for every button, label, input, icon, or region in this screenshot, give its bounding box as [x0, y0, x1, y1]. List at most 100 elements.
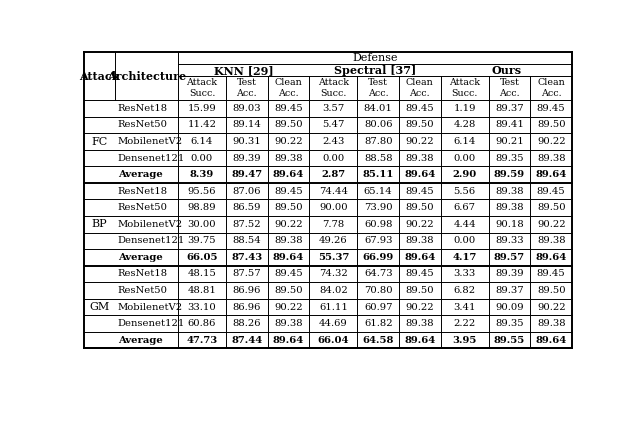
Text: 30.00: 30.00 — [188, 220, 216, 229]
Text: 89.50: 89.50 — [406, 286, 434, 295]
Text: 90.31: 90.31 — [232, 137, 261, 146]
Text: 6.14: 6.14 — [454, 137, 476, 146]
Text: 89.03: 89.03 — [232, 104, 261, 113]
Text: 2.43: 2.43 — [322, 137, 344, 146]
Text: 89.38: 89.38 — [406, 236, 434, 245]
Text: 89.38: 89.38 — [274, 319, 303, 328]
Text: 89.64: 89.64 — [273, 336, 304, 345]
Text: Attack
Succ.: Attack Succ. — [449, 79, 480, 98]
Text: 89.64: 89.64 — [273, 253, 304, 262]
Text: 89.45: 89.45 — [274, 104, 303, 113]
Text: MobilenetV2: MobilenetV2 — [118, 220, 183, 229]
Text: 87.57: 87.57 — [232, 269, 261, 278]
Text: 2.90: 2.90 — [452, 170, 477, 179]
Text: 89.64: 89.64 — [273, 170, 304, 179]
Text: 90.22: 90.22 — [537, 302, 566, 312]
Text: 89.38: 89.38 — [537, 319, 566, 328]
Text: 90.22: 90.22 — [406, 137, 434, 146]
Text: 89.38: 89.38 — [406, 154, 434, 162]
Text: 84.01: 84.01 — [364, 104, 392, 113]
Text: 89.50: 89.50 — [274, 121, 303, 129]
Text: 95.56: 95.56 — [188, 187, 216, 196]
Text: 0.00: 0.00 — [454, 154, 476, 162]
Text: 89.38: 89.38 — [495, 187, 524, 196]
Text: 86.96: 86.96 — [233, 302, 261, 312]
Text: 89.50: 89.50 — [537, 203, 566, 212]
Text: 89.35: 89.35 — [495, 319, 524, 328]
Text: 89.50: 89.50 — [537, 121, 566, 129]
Text: Spectral [37]: Spectral [37] — [334, 65, 416, 76]
Text: 44.69: 44.69 — [319, 319, 348, 328]
Text: 89.64: 89.64 — [536, 170, 567, 179]
Text: 89.45: 89.45 — [537, 104, 566, 113]
Text: 89.41: 89.41 — [495, 121, 524, 129]
Text: 74.44: 74.44 — [319, 187, 348, 196]
Text: 87.52: 87.52 — [232, 220, 261, 229]
Text: ResNet18: ResNet18 — [118, 104, 168, 113]
Text: 3.33: 3.33 — [454, 269, 476, 278]
Text: 90.22: 90.22 — [537, 137, 566, 146]
Text: 0.00: 0.00 — [322, 154, 344, 162]
Text: MobilenetV2: MobilenetV2 — [118, 302, 183, 312]
Text: 6.14: 6.14 — [191, 137, 213, 146]
Text: 89.37: 89.37 — [495, 104, 524, 113]
Text: 89.45: 89.45 — [406, 104, 434, 113]
Text: 48.15: 48.15 — [188, 269, 216, 278]
Text: 66.04: 66.04 — [317, 336, 349, 345]
Text: 90.18: 90.18 — [495, 220, 524, 229]
Text: 39.75: 39.75 — [188, 236, 216, 245]
Text: 90.09: 90.09 — [495, 302, 524, 312]
Text: 89.38: 89.38 — [406, 319, 434, 328]
Text: 89.64: 89.64 — [404, 170, 435, 179]
Text: 89.35: 89.35 — [495, 154, 524, 162]
Text: 87.44: 87.44 — [231, 336, 262, 345]
Text: 4.44: 4.44 — [453, 220, 476, 229]
Text: Ours: Ours — [492, 65, 522, 76]
Text: 3.95: 3.95 — [452, 336, 477, 345]
Text: 89.50: 89.50 — [274, 286, 303, 295]
Text: Average: Average — [118, 170, 163, 179]
Text: 87.43: 87.43 — [231, 253, 262, 262]
Text: 85.11: 85.11 — [362, 170, 394, 179]
Text: 66.99: 66.99 — [363, 253, 394, 262]
Text: 6.82: 6.82 — [454, 286, 476, 295]
Text: 90.22: 90.22 — [274, 137, 303, 146]
Text: GM: GM — [90, 302, 109, 312]
Text: Clean
Acc.: Clean Acc. — [275, 79, 302, 98]
Text: 89.45: 89.45 — [274, 187, 303, 196]
Text: 90.22: 90.22 — [406, 302, 434, 312]
Text: ResNet50: ResNet50 — [118, 121, 168, 129]
Text: 48.81: 48.81 — [188, 286, 216, 295]
Text: 89.37: 89.37 — [495, 286, 524, 295]
Text: ResNet18: ResNet18 — [118, 269, 168, 278]
Text: 89.57: 89.57 — [494, 253, 525, 262]
Text: 3.41: 3.41 — [454, 302, 476, 312]
Text: 89.14: 89.14 — [232, 121, 261, 129]
Text: 55.37: 55.37 — [317, 253, 349, 262]
Text: 60.98: 60.98 — [364, 220, 392, 229]
Text: 89.50: 89.50 — [274, 203, 303, 212]
Text: 49.26: 49.26 — [319, 236, 348, 245]
Text: Densenet121: Densenet121 — [118, 319, 186, 328]
Text: 70.80: 70.80 — [364, 286, 392, 295]
Text: 2.87: 2.87 — [321, 170, 346, 179]
Text: 89.38: 89.38 — [495, 203, 524, 212]
Text: 65.14: 65.14 — [364, 187, 392, 196]
Text: Defense: Defense — [352, 53, 397, 63]
Text: 90.22: 90.22 — [274, 220, 303, 229]
Text: 86.96: 86.96 — [233, 286, 261, 295]
Text: 90.22: 90.22 — [274, 302, 303, 312]
Text: 86.59: 86.59 — [232, 203, 261, 212]
Text: 4.17: 4.17 — [452, 253, 477, 262]
Text: 87.80: 87.80 — [364, 137, 392, 146]
Text: 5.47: 5.47 — [322, 121, 344, 129]
Text: 89.38: 89.38 — [274, 154, 303, 162]
Text: 87.06: 87.06 — [232, 187, 261, 196]
Text: KNN [29]: KNN [29] — [214, 65, 273, 76]
Text: 2.22: 2.22 — [454, 319, 476, 328]
Text: 89.59: 89.59 — [494, 170, 525, 179]
Text: 89.50: 89.50 — [537, 286, 566, 295]
Text: 89.33: 89.33 — [495, 236, 524, 245]
Text: 89.45: 89.45 — [406, 187, 434, 196]
Text: 64.58: 64.58 — [362, 336, 394, 345]
